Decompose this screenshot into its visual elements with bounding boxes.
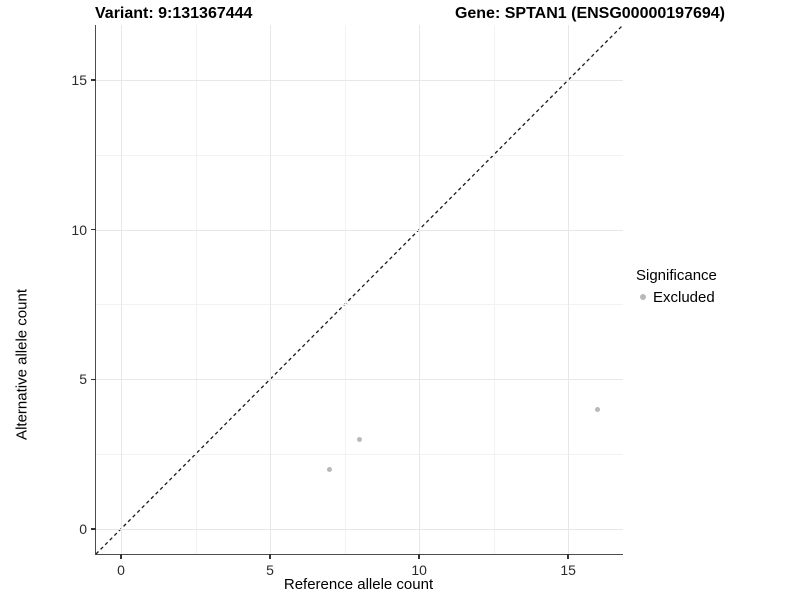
legend: Significance Excluded — [636, 267, 717, 306]
major-gridline-x — [419, 25, 421, 554]
major-gridline-y — [96, 229, 623, 231]
x-tick-mark — [418, 554, 420, 559]
y-tick-mark — [91, 79, 96, 81]
major-gridline-y — [96, 80, 623, 82]
x-tick-mark — [269, 554, 271, 559]
x-axis-title: Reference allele count — [283, 576, 434, 593]
y-tick-label: 5 — [79, 371, 87, 388]
data-point — [327, 466, 333, 472]
major-gridline-x — [568, 25, 570, 554]
y-tick-label: 0 — [79, 520, 87, 537]
identity-line — [95, 24, 624, 555]
minor-gridline-y — [96, 454, 623, 456]
minor-gridline-y — [96, 304, 623, 306]
data-point — [595, 406, 601, 412]
plot-panel: 0 5 10 15 0 5 10 15 — [71, 24, 624, 577]
x-tick-label: 0 — [117, 562, 125, 578]
minor-gridline-x — [344, 25, 346, 554]
y-tick-mark — [91, 228, 96, 231]
gene-title: Gene: SPTAN1 (ENSG00000197694) — [454, 5, 725, 22]
major-gridline-x — [270, 25, 272, 554]
y-tick-mark — [91, 528, 96, 530]
minor-gridline-x — [493, 25, 495, 554]
legend-entries: Excluded — [636, 288, 717, 306]
data-point — [357, 436, 362, 442]
major-gridline-y — [96, 379, 623, 381]
legend-title: Significance — [636, 267, 717, 284]
legend-entry: Excluded — [636, 288, 717, 306]
x-tick-mark — [120, 554, 122, 559]
major-gridline-y — [96, 528, 623, 530]
x-tick-label: 5 — [266, 562, 274, 578]
minor-gridline-y — [96, 154, 623, 156]
minor-gridline-x — [195, 25, 197, 554]
major-gridline-x — [121, 25, 123, 554]
x-tick-label: 15 — [560, 562, 576, 578]
y-tick-label: 10 — [71, 221, 87, 238]
legend-entry-label: Excluded — [653, 288, 715, 306]
legend-point-icon — [633, 288, 653, 306]
plot-titles: Variant: 9:131367444 Gene: SPTAN1 (ENSG0… — [95, 5, 725, 23]
variant-title: Variant: 9:131367444 — [95, 5, 253, 22]
x-tick-label: 10 — [411, 562, 427, 578]
x-tick-mark — [567, 554, 569, 559]
y-tick-label: 15 — [71, 72, 87, 89]
y-tick-mark — [91, 378, 96, 380]
